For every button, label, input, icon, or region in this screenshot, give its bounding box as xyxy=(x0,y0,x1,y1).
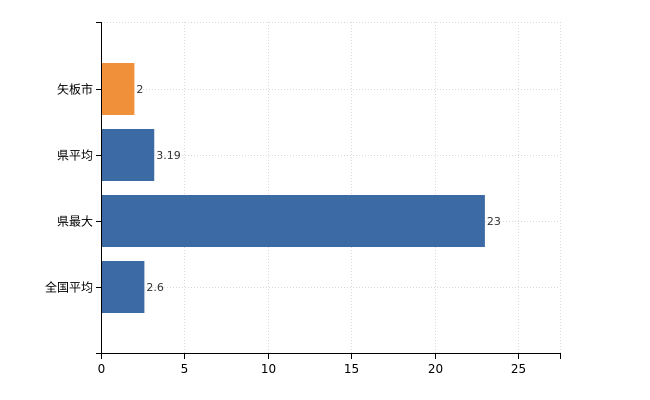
x-tick-label-2: 5 xyxy=(181,362,189,376)
bar-1 xyxy=(102,63,135,115)
data-label-4: 2.6 xyxy=(146,281,164,294)
x-tick-label-1: 0 xyxy=(98,362,106,376)
y-tick-label-2: 県平均 xyxy=(57,149,93,163)
y-tick-label-4: 全国平均 xyxy=(45,280,93,295)
bar-2 xyxy=(102,129,155,181)
x-tick-label-4: 15 xyxy=(344,362,359,376)
data-label-1: 2 xyxy=(136,83,143,96)
y-tick-label-1: 矢板市 xyxy=(57,82,93,97)
x-tick-label-3: 10 xyxy=(261,362,276,376)
x-tick-label-5: 20 xyxy=(428,362,443,376)
bar-3 xyxy=(102,195,485,247)
y-tick-label-3: 県最大 xyxy=(57,215,93,229)
data-label-3: 23 xyxy=(487,215,501,228)
bar-4 xyxy=(102,261,145,313)
data-label-2: 3.19 xyxy=(156,149,181,162)
x-tick-label-6: 25 xyxy=(511,362,526,376)
